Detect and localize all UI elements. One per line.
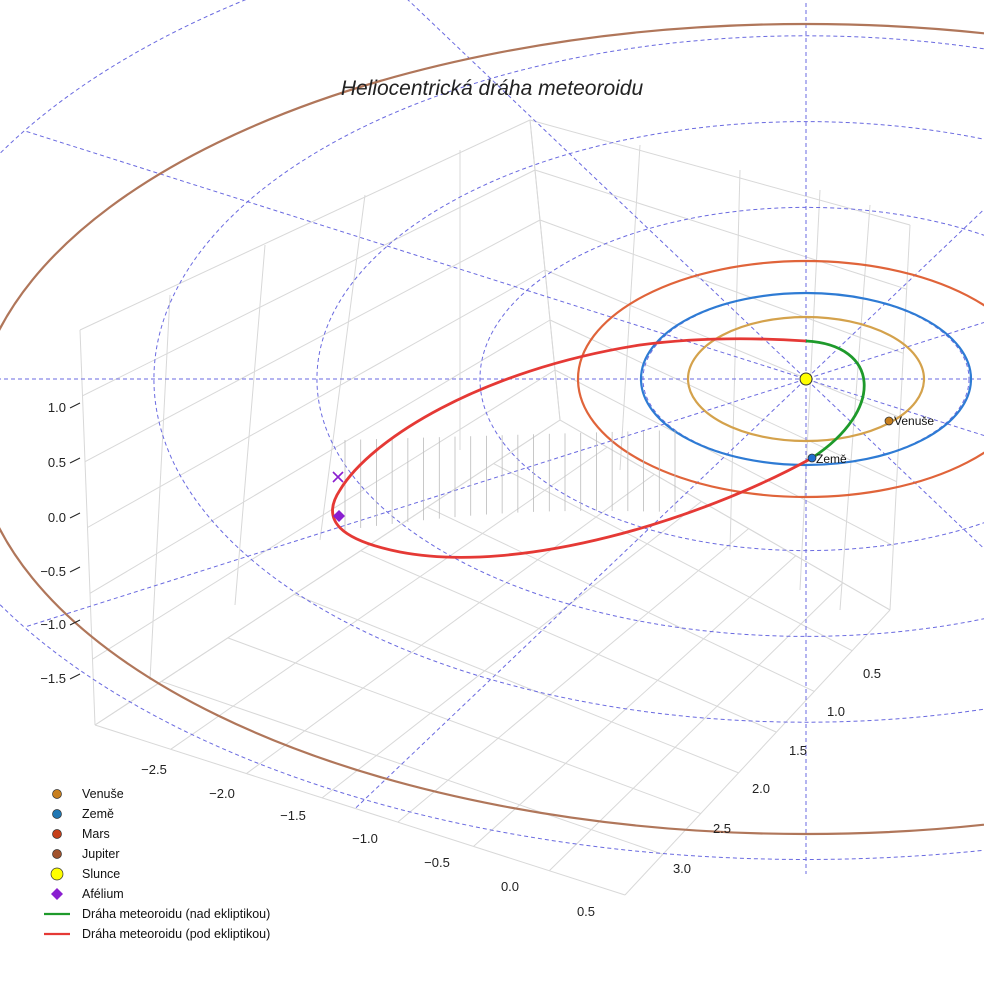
grid-line (149, 294, 171, 681)
y-tick-label: 0.5 (863, 666, 881, 681)
x-tick-label: −2.0 (209, 786, 235, 801)
grid-line (529, 119, 911, 226)
z-tick-label: 1.0 (48, 400, 66, 415)
floor-grid-line (94, 724, 626, 896)
floor-grid-line (246, 473, 655, 774)
x-tick-label: 0.5 (577, 904, 595, 919)
floor-grid-line (227, 637, 701, 815)
polar-circle (153, 35, 984, 723)
grid-line (87, 269, 546, 528)
series-below-ecliptic (331, 337, 813, 559)
orbit-mars (576, 259, 984, 499)
z-tick (69, 566, 81, 573)
polar-circle (316, 121, 984, 637)
grid-line (799, 189, 821, 591)
floor-grid-line (559, 419, 891, 611)
z-tick (69, 457, 81, 464)
floor-grid-line (94, 419, 561, 726)
chart-title: Heliocentrická dráha meteoroidu (341, 77, 644, 100)
aphelion-marker (333, 510, 345, 522)
venus-label: Venuše (894, 414, 934, 428)
grid-line (79, 119, 531, 331)
floor-grid-line (397, 528, 749, 823)
legend-marker (52, 829, 62, 839)
floor-grid-line (548, 582, 844, 872)
floor-grid-line (473, 555, 797, 847)
grid-line (544, 269, 901, 418)
grid-line (549, 319, 897, 483)
axis-ticks: 1.0 0.5 0.0 −0.5 −1.0 −1.5 −2.5 −2.0 −1.5 −1.0 −0.… (40, 400, 881, 919)
aphelion-projection-marker (332, 471, 344, 483)
floor-grid-line (294, 593, 739, 774)
grid-line (839, 204, 871, 611)
floor-grid-line (360, 550, 777, 733)
legend-marker (52, 849, 62, 859)
x-tick-label: −2.5 (141, 762, 167, 777)
orbit-země (639, 291, 973, 467)
x-tick-label: −1.0 (352, 831, 378, 846)
grid-line (539, 219, 904, 354)
legend-label: Jupiter (82, 847, 120, 861)
grid-line (234, 244, 266, 606)
planet-orbits (0, 23, 984, 835)
z-tick-label: −0.5 (40, 564, 66, 579)
legend-label: Dráha meteoroidu (pod ekliptikou) (82, 927, 270, 941)
y-tick-label: 3.0 (673, 861, 691, 876)
legend-label: Dráha meteoroidu (nad ekliptikou) (82, 907, 270, 921)
y-tick-label: 2.5 (713, 821, 731, 836)
axes-grid (79, 119, 911, 896)
sun-marker (799, 372, 813, 386)
legend-marker (50, 867, 64, 881)
x-tick-label: −1.5 (280, 808, 306, 823)
z-tick (69, 619, 81, 626)
earth-label: Země (816, 452, 847, 466)
legend-marker (52, 789, 62, 799)
legend-label: Slunce (82, 867, 120, 881)
grid-line (729, 169, 741, 551)
y-tick-label: 1.5 (789, 743, 807, 758)
polar-circle (0, 0, 984, 860)
legend-diamond (51, 888, 63, 900)
floor-grid-line (321, 501, 702, 799)
series-above-ecliptic (805, 339, 866, 460)
floor-grid-line (493, 463, 853, 652)
orbit-jupiter (0, 23, 984, 835)
legend-label: Afélium (82, 887, 124, 901)
z-tick-label: −1.5 (40, 671, 66, 686)
grid-line (534, 169, 907, 290)
floor-grid-line (426, 506, 815, 692)
grid-line (92, 369, 556, 660)
grid-line (619, 144, 641, 471)
z-tick-label: 0.5 (48, 455, 66, 470)
legend-marker (52, 809, 62, 819)
legend-label: Venuše (82, 787, 124, 801)
earth-marker (807, 453, 817, 463)
z-tick (69, 402, 81, 409)
legend-label: Země (82, 807, 114, 821)
z-tick (69, 673, 81, 680)
y-tick-label: 2.0 (752, 781, 770, 796)
meteoroid-orbit (331, 337, 866, 559)
legend: Venuše Země Mars Jupiter Slunce Afélium Dráha … (44, 787, 270, 941)
x-tick-label: −0.5 (424, 855, 450, 870)
venus-marker (884, 416, 894, 426)
grid-line (89, 319, 551, 594)
floor-grid-line (624, 609, 891, 896)
grid-line (84, 219, 541, 463)
grid-line (319, 194, 366, 541)
x-tick-label: 0.0 (501, 879, 519, 894)
floor-grid-line (161, 680, 664, 855)
floor-grid-line (170, 446, 608, 750)
z-tick-label: −1.0 (40, 617, 66, 632)
z-tick (69, 512, 81, 519)
z-tick-label: 0.0 (48, 510, 66, 525)
grid-line (554, 369, 894, 547)
grid-line (82, 169, 536, 397)
orbit-venuše (686, 315, 926, 443)
legend-label: Mars (82, 827, 110, 841)
y-tick-label: 1.0 (827, 704, 845, 719)
markers: Venuše Země (332, 372, 934, 522)
